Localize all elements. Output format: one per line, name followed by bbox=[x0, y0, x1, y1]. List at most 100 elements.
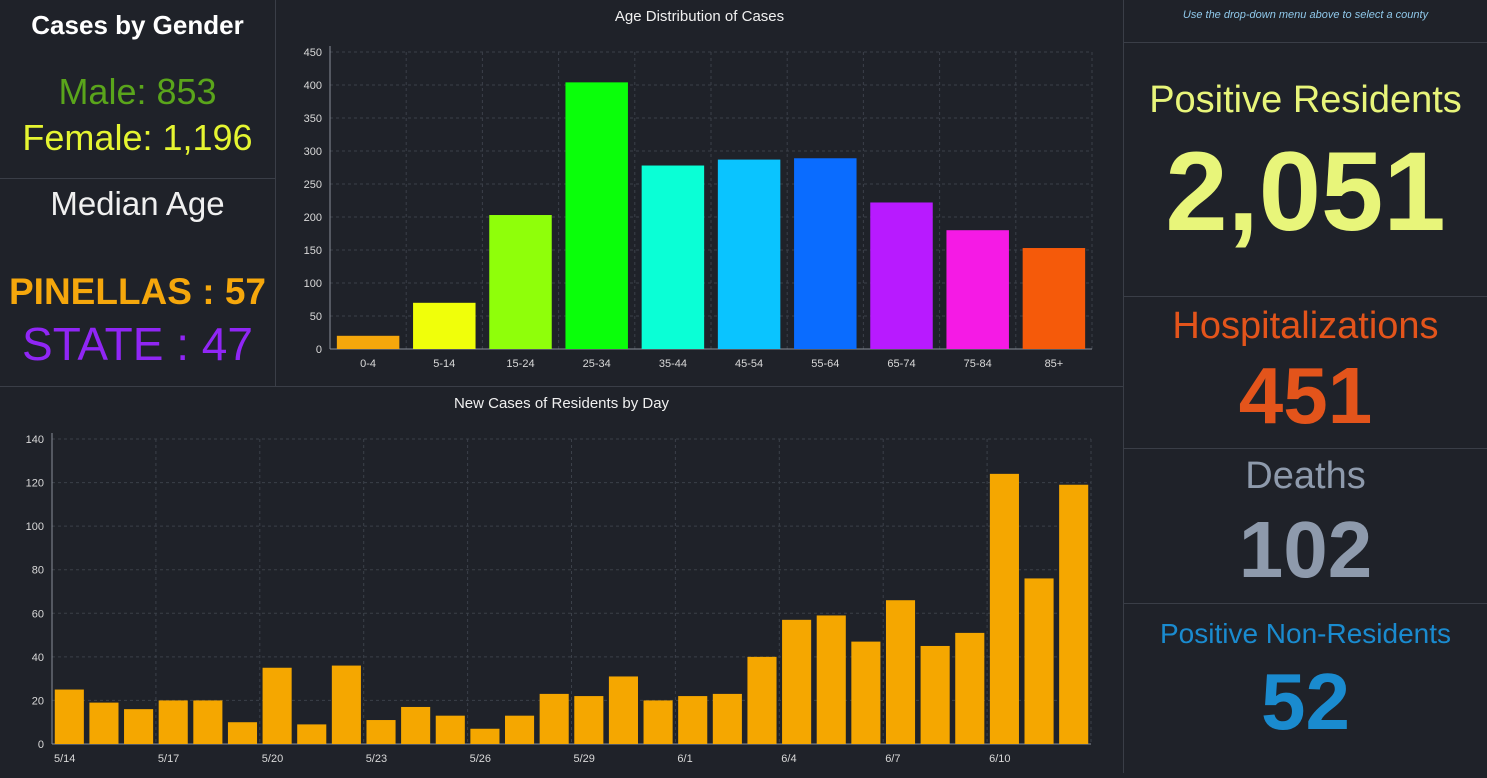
bar-5/14[interactable] bbox=[54, 689, 84, 744]
bar-6/2[interactable] bbox=[712, 693, 742, 744]
bar-5/16[interactable] bbox=[124, 709, 154, 744]
age-chart-title: Age Distribution of Cases bbox=[614, 8, 785, 25]
median-age-panel: Median Age PINELLAS : 57 STATE : 47 bbox=[0, 179, 276, 387]
state-median-age: STATE : 47 bbox=[22, 318, 253, 370]
y-tick-label: 60 bbox=[32, 608, 44, 620]
bar-5/23[interactable] bbox=[366, 720, 396, 744]
bar-5/25[interactable] bbox=[435, 715, 465, 744]
bar-6/7[interactable] bbox=[885, 600, 916, 744]
bar-6/8[interactable] bbox=[920, 645, 950, 744]
x-tick-label: 6/1 bbox=[677, 753, 692, 765]
deaths-value: 102 bbox=[1238, 505, 1373, 594]
y-tick-label: 80 bbox=[32, 565, 44, 577]
y-tick-label: 450 bbox=[304, 47, 322, 59]
y-tick-label: 300 bbox=[304, 146, 322, 158]
hospitalizations-label: Hospitalizations bbox=[1172, 305, 1439, 347]
non-residents-value: 52 bbox=[1261, 657, 1350, 746]
bar-35-44[interactable] bbox=[641, 165, 705, 349]
bar-85+[interactable] bbox=[1022, 248, 1086, 349]
x-tick-label: 15-24 bbox=[506, 358, 534, 370]
y-tick-label: 250 bbox=[304, 179, 322, 191]
bar-6/12[interactable] bbox=[1059, 484, 1089, 744]
hospitalizations-value: 451 bbox=[1238, 351, 1373, 440]
x-tick-label: 75-84 bbox=[964, 358, 992, 370]
y-tick-label: 50 bbox=[310, 311, 322, 323]
y-tick-label: 400 bbox=[304, 80, 322, 92]
hospitalizations-panel: Hospitalizations 451 bbox=[1124, 297, 1487, 449]
gender-panel: Cases by Gender Male: 853 Female: 1,196 bbox=[0, 0, 276, 179]
x-tick-label: 85+ bbox=[1045, 358, 1064, 370]
y-tick-label: 100 bbox=[304, 278, 322, 290]
y-tick-label: 120 bbox=[26, 478, 44, 490]
bar-5-14[interactable] bbox=[413, 302, 476, 349]
bar-6/4[interactable] bbox=[782, 619, 812, 744]
bar-75-84[interactable] bbox=[946, 230, 1009, 349]
x-tick-label: 5/29 bbox=[574, 753, 595, 765]
x-tick-label: 5/23 bbox=[366, 753, 387, 765]
y-tick-label: 40 bbox=[32, 652, 44, 664]
daily-cases-chart: 0 20 40 60 80 100 120 140 5/14 5/17 5/20 5/23 5/26 5/… bbox=[26, 433, 1092, 765]
county-median-age: PINELLAS : 57 bbox=[9, 271, 266, 312]
age-distribution-chart: 0 50 100 150 200 250 300 350 400 450 0-4 5-14 15-24 2… bbox=[304, 46, 1093, 370]
bar-55-64[interactable] bbox=[794, 158, 857, 349]
x-tick-label: 0-4 bbox=[360, 358, 376, 370]
bar-5/17[interactable] bbox=[158, 700, 188, 744]
y-tick-label: 150 bbox=[304, 245, 322, 257]
bar-6/1[interactable] bbox=[678, 696, 708, 744]
male-count: Male: 853 bbox=[58, 71, 217, 112]
bar-5/28[interactable] bbox=[539, 693, 569, 744]
daily-chart-title: New Cases of Residents by Day bbox=[453, 395, 670, 412]
bar-5/26[interactable] bbox=[470, 728, 500, 744]
daily-cases-panel: New Cases of Residents by Day 0 20 40 60 80 1… bbox=[0, 387, 1124, 773]
non-residents-label: Positive Non-Residents bbox=[1159, 618, 1452, 649]
positive-residents-value: 2,051 bbox=[1165, 129, 1446, 254]
bar-6/5[interactable] bbox=[816, 615, 846, 744]
x-tick-label: 65-74 bbox=[887, 358, 915, 370]
y-tick-label: 0 bbox=[38, 739, 44, 751]
bar-6/6[interactable] bbox=[851, 641, 881, 744]
bar-6/9[interactable] bbox=[955, 632, 985, 744]
bar-5/22[interactable] bbox=[331, 665, 361, 744]
deaths-panel: Deaths 102 bbox=[1124, 449, 1487, 604]
x-tick-label: 5/26 bbox=[470, 753, 491, 765]
y-tick-label: 350 bbox=[304, 113, 322, 125]
y-tick-label: 200 bbox=[304, 212, 322, 224]
x-tick-label: 6/10 bbox=[989, 753, 1010, 765]
bar-65-74[interactable] bbox=[870, 202, 933, 349]
x-tick-label: 6/4 bbox=[781, 753, 796, 765]
x-tick-label: 55-64 bbox=[811, 358, 839, 370]
x-tick-label: 5-14 bbox=[433, 358, 455, 370]
bar-45-54[interactable] bbox=[717, 159, 781, 349]
x-tick-label: 45-54 bbox=[735, 358, 763, 370]
positive-residents-panel: Positive Residents 2,051 bbox=[1124, 43, 1487, 297]
bar-5/20[interactable] bbox=[262, 667, 292, 744]
bar-5/29[interactable] bbox=[574, 696, 604, 744]
x-tick-label: 6/7 bbox=[885, 753, 900, 765]
deaths-label: Deaths bbox=[1245, 455, 1366, 497]
x-tick-label: 25-34 bbox=[583, 358, 611, 370]
x-tick-label: 5/20 bbox=[262, 753, 283, 765]
bar-5/27[interactable] bbox=[505, 715, 535, 744]
bar-5/19[interactable] bbox=[227, 722, 258, 744]
bar-25-34[interactable] bbox=[565, 82, 628, 350]
y-tick-label: 100 bbox=[26, 521, 44, 533]
bar-5/30[interactable] bbox=[608, 676, 638, 744]
bar-6/3[interactable] bbox=[747, 656, 777, 744]
bar-6/11[interactable] bbox=[1024, 578, 1054, 744]
hint-panel: Use the drop-down menu above to select a… bbox=[1124, 0, 1487, 43]
bar-0-4[interactable] bbox=[336, 335, 400, 349]
bar-15-24[interactable] bbox=[489, 215, 552, 349]
age-distribution-panel: Age Distribution of Cases 0 50 100 150 200 25… bbox=[276, 0, 1124, 387]
bar-5/15[interactable] bbox=[89, 702, 119, 744]
bar-5/31[interactable] bbox=[643, 700, 673, 744]
bar-6/10[interactable] bbox=[989, 473, 1019, 744]
bar-5/24[interactable] bbox=[401, 706, 431, 744]
y-tick-label: 20 bbox=[32, 695, 44, 707]
x-tick-label: 5/14 bbox=[54, 753, 75, 765]
bar-5/18[interactable] bbox=[193, 700, 223, 744]
median-age-title: Median Age bbox=[50, 185, 225, 222]
female-count: Female: 1,196 bbox=[22, 117, 253, 158]
bar-5/21[interactable] bbox=[297, 724, 327, 744]
y-tick-label: 0 bbox=[316, 344, 322, 356]
non-residents-panel: Positive Non-Residents 52 bbox=[1124, 604, 1487, 773]
